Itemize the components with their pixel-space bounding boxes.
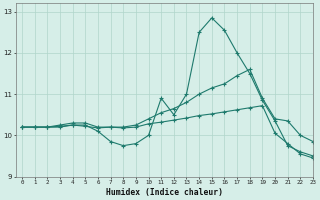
X-axis label: Humidex (Indice chaleur): Humidex (Indice chaleur): [106, 188, 223, 197]
